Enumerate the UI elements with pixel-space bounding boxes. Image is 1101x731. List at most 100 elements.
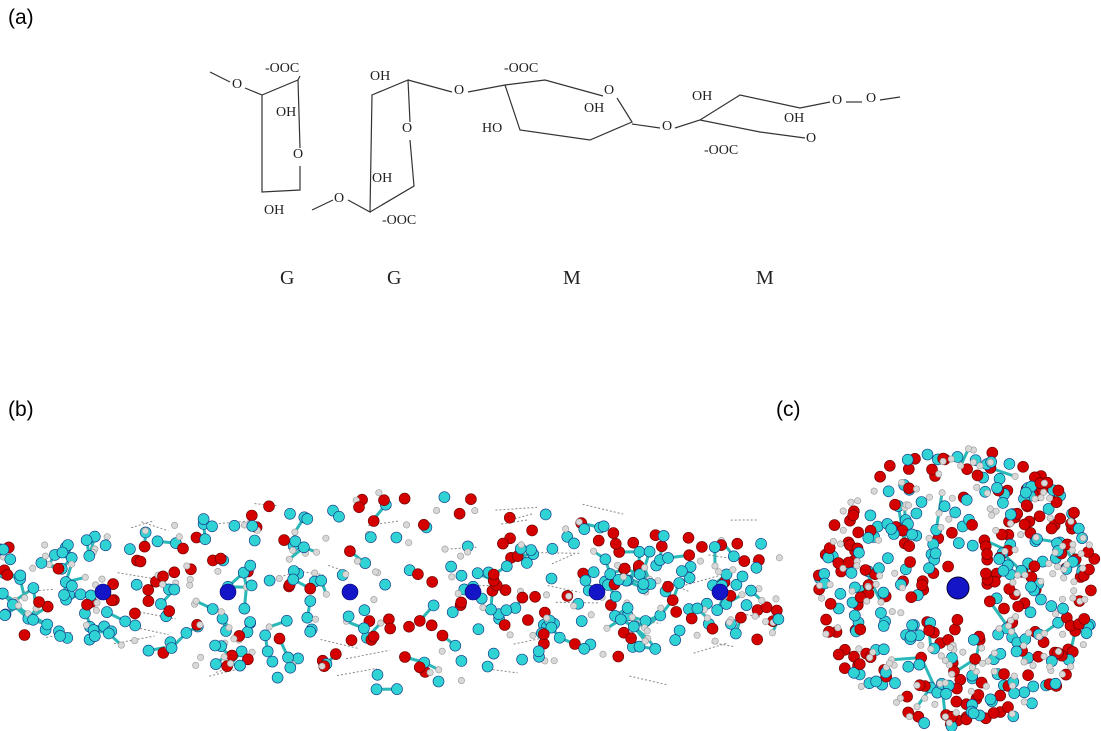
atom: [1025, 630, 1031, 636]
atom: [939, 490, 945, 496]
atom: [712, 638, 718, 644]
atom: [941, 688, 952, 699]
hydrogen-bond: [537, 553, 580, 554]
atom: [737, 571, 748, 582]
atom: [840, 527, 846, 533]
atom: [433, 676, 444, 687]
atom: [858, 683, 864, 689]
atom: [886, 524, 897, 535]
atom: [316, 575, 327, 586]
atom: [1068, 663, 1074, 669]
panel-label: (b): [8, 398, 34, 421]
atom: [171, 522, 177, 528]
atom: [613, 651, 624, 662]
atom: [615, 614, 626, 625]
atom: [264, 501, 275, 512]
atom: [949, 495, 955, 501]
atom: [835, 588, 846, 599]
atom: [942, 680, 948, 686]
atom: [663, 552, 674, 563]
atom: [946, 516, 952, 522]
atom: [504, 512, 515, 523]
atom: [501, 605, 512, 616]
hydrogen-bond: [337, 668, 377, 675]
atom: [312, 616, 318, 622]
atom: [42, 619, 53, 630]
atom: [465, 494, 476, 505]
atom: [579, 524, 590, 535]
atom: [638, 579, 649, 590]
atom: [739, 592, 745, 598]
atom: [342, 584, 358, 600]
atom: [53, 563, 64, 574]
atom: [890, 678, 901, 689]
atom: [940, 458, 946, 464]
atom: [1020, 487, 1031, 498]
atom: [712, 584, 728, 600]
atom: [15, 602, 21, 608]
atom: [952, 614, 963, 625]
atom: [1059, 596, 1065, 602]
atom: [507, 632, 513, 638]
atom: [499, 620, 510, 631]
atom: [849, 610, 860, 621]
atom: [968, 708, 979, 719]
atom: [59, 589, 70, 600]
atom: [1046, 495, 1052, 501]
atom: [997, 497, 1008, 508]
atom: [281, 615, 292, 626]
atom: [227, 660, 233, 666]
atom: [187, 576, 193, 582]
atom: [1046, 601, 1057, 612]
atom: [967, 540, 978, 551]
atom: [670, 635, 681, 646]
atom: [914, 682, 920, 688]
atom: [566, 593, 572, 599]
hydrogen-bond: [552, 554, 575, 564]
atom: [972, 470, 983, 481]
atom: [999, 669, 1010, 680]
atom: [458, 677, 464, 683]
atom: [628, 537, 639, 548]
atom: [193, 598, 199, 604]
atom: [865, 510, 876, 521]
atom: [961, 494, 972, 505]
atom: [372, 569, 378, 575]
atom: [391, 532, 402, 543]
atom: [517, 592, 528, 603]
atom: [686, 613, 697, 624]
atom: [919, 718, 930, 729]
atom: [626, 633, 637, 644]
atom: [360, 558, 371, 569]
atom: [449, 574, 455, 580]
atom: [576, 616, 587, 627]
atom: [239, 603, 250, 614]
atom: [942, 714, 948, 720]
atom: [835, 625, 841, 631]
atom: [837, 541, 843, 547]
atom: [704, 615, 710, 621]
atom: [960, 649, 966, 655]
atom: [1011, 673, 1017, 679]
atom: [378, 620, 384, 626]
atom-label: OH: [264, 203, 284, 218]
hydrogen-bond: [118, 573, 156, 580]
atom: [1078, 551, 1084, 557]
atom: [57, 547, 68, 558]
atom: [650, 643, 661, 654]
atom: [323, 535, 329, 541]
atom: [1040, 489, 1046, 495]
atom: [579, 643, 590, 654]
atom: [42, 553, 48, 559]
atom: [823, 631, 829, 637]
atom-label: OH: [584, 101, 604, 116]
atom: [480, 604, 486, 610]
atom: [1058, 603, 1069, 614]
atom: [226, 625, 232, 631]
atom: [1008, 629, 1014, 635]
atom: [671, 606, 682, 617]
atom: [129, 608, 140, 619]
atom: [967, 519, 978, 530]
atom: [1041, 480, 1047, 486]
atom: [442, 546, 448, 552]
